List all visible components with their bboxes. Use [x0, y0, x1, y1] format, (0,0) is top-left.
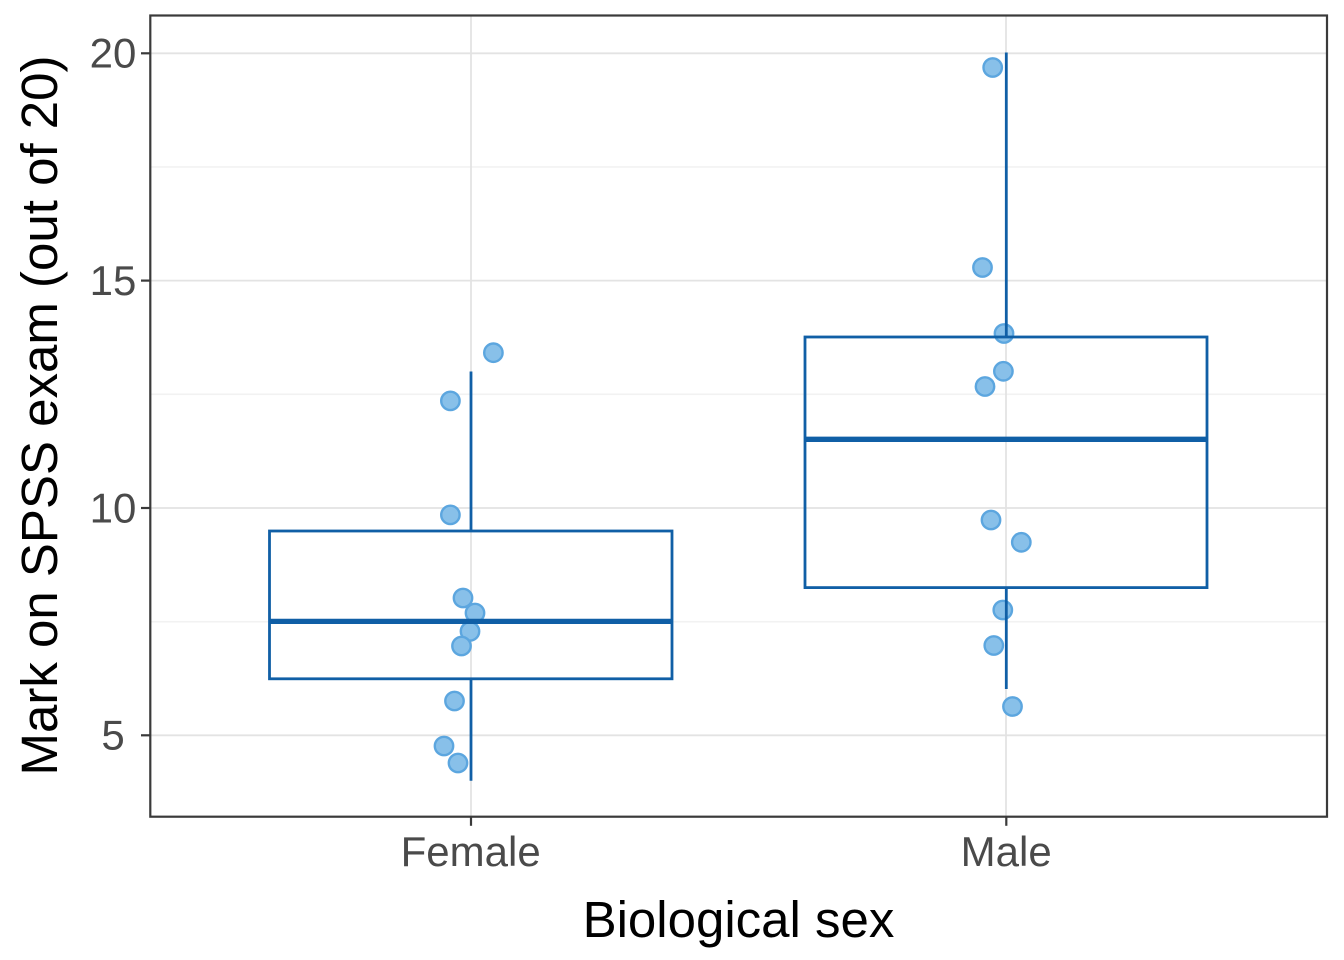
svg-text:Male: Male	[961, 828, 1052, 875]
svg-text:Female: Female	[401, 828, 541, 875]
svg-text:Mark on SPSS exam (out of 20): Mark on SPSS exam (out of 20)	[11, 56, 68, 776]
svg-text:Biological sex: Biological sex	[583, 891, 895, 948]
svg-text:15: 15	[90, 257, 137, 304]
svg-text:5: 5	[101, 712, 124, 759]
svg-text:20: 20	[90, 30, 137, 77]
svg-text:10: 10	[90, 484, 137, 531]
